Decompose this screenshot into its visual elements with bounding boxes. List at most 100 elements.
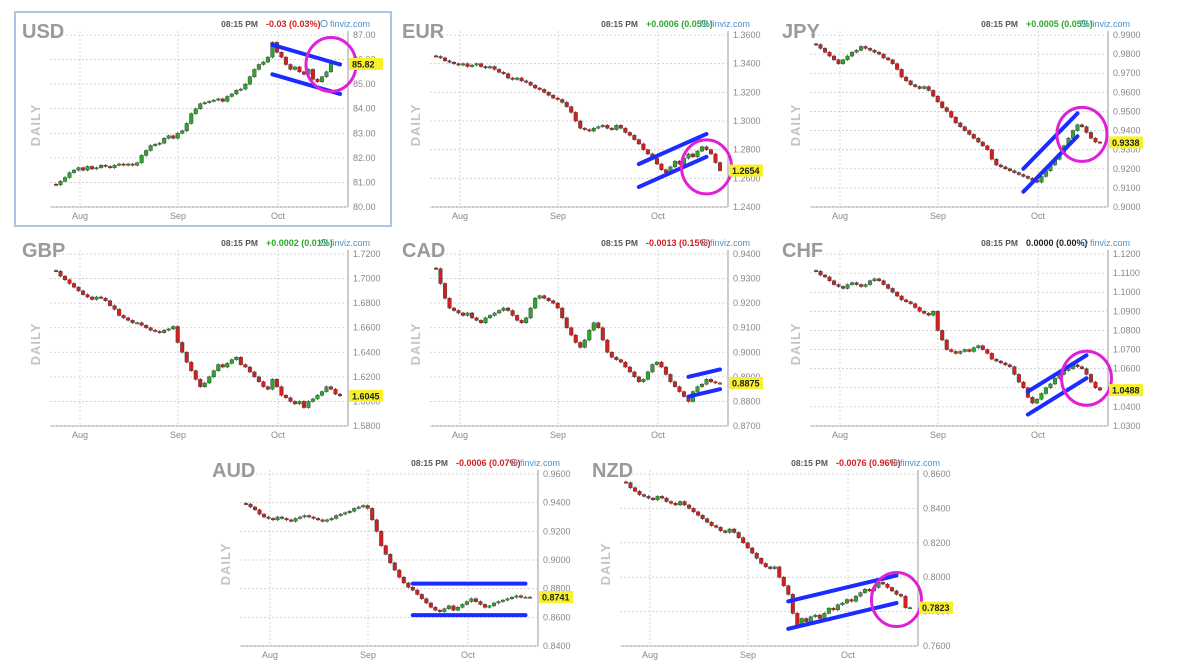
chart-panel-nzd[interactable]: 0.86000.84000.82000.80000.78000.7600AugS… <box>586 452 960 664</box>
candle <box>818 271 823 276</box>
last-price-label: 0.8741 <box>542 593 570 603</box>
source-link[interactable]: finviz.com <box>520 458 560 468</box>
source-link[interactable]: finviz.com <box>330 19 370 29</box>
channel-upper-line <box>1025 353 1089 394</box>
candle <box>112 305 117 310</box>
y-tick-label: 0.8400 <box>923 503 951 513</box>
y-tick-label: 0.9300 <box>733 274 761 284</box>
candle <box>479 63 484 67</box>
candle <box>262 513 267 518</box>
chart-panel-gbp[interactable]: 1.7200 1.7000 1.6800 1.6600 1.6400 1.6200 1.60… <box>16 232 390 444</box>
candle <box>913 84 918 87</box>
candle <box>994 159 999 166</box>
candle <box>971 134 976 139</box>
candle <box>528 82 533 86</box>
candle <box>144 325 149 328</box>
candle <box>998 360 1003 364</box>
candle <box>488 66 493 69</box>
candle <box>1088 374 1093 383</box>
candle <box>324 386 329 392</box>
candle <box>931 90 936 97</box>
chart-panel-chf[interactable]: 1.1200 1.1100 1.1000 1.0900 1.0800 1.0700 1.06… <box>776 232 1150 444</box>
candle <box>913 303 918 308</box>
x-tick-label: Sep <box>740 650 756 660</box>
x-tick-label: Oct <box>651 211 666 221</box>
candle <box>985 349 990 354</box>
candle <box>1007 168 1012 171</box>
candle <box>863 284 868 287</box>
candle <box>985 145 990 150</box>
chart-panel-eur[interactable]: 1.3600 1.3400 1.3200 1.3000 1.2800 1.2600 1.24… <box>396 13 770 225</box>
y-tick-label: 1.5800 <box>353 421 381 431</box>
source-logo-icon <box>700 19 708 28</box>
candle <box>470 312 475 319</box>
y-tick-label: 1.2600 <box>733 173 761 183</box>
candle <box>533 84 538 89</box>
candle <box>889 587 894 592</box>
candle <box>903 595 908 608</box>
candle <box>917 307 922 312</box>
candle <box>72 169 77 173</box>
candle <box>148 327 153 331</box>
x-tick-label: Aug <box>72 430 88 440</box>
candle <box>814 43 819 46</box>
candle <box>474 317 479 321</box>
candle <box>225 363 230 368</box>
candle <box>677 386 682 392</box>
candle <box>324 71 329 77</box>
chart-svg: 1.3600 1.3400 1.3200 1.3000 1.2800 1.2600 1.24… <box>402 19 763 221</box>
candle <box>754 552 759 559</box>
candle <box>1098 387 1103 391</box>
candle <box>328 386 333 390</box>
chart-panel-usd[interactable]: 87.0086.0085.0084.0083.0082.0081.0080.00… <box>14 11 392 227</box>
candle <box>99 165 104 168</box>
chart-panel-aud[interactable]: 0.9600 0.9400 0.9200 0.9000 0.8800 0.8600 0.84… <box>206 452 580 664</box>
candle <box>885 583 890 588</box>
chart-title: JPY <box>782 21 820 43</box>
y-tick-label: 0.9000 <box>543 555 571 565</box>
candle <box>67 279 72 284</box>
candle <box>63 177 68 182</box>
candle <box>881 280 886 285</box>
candle <box>823 48 828 53</box>
source-link[interactable]: finviz.com <box>330 238 370 248</box>
y-tick-label: 0.9100 <box>1113 183 1141 193</box>
candle <box>609 352 614 358</box>
candle <box>496 601 501 604</box>
source-link[interactable]: finviz.com <box>710 19 750 29</box>
source-link[interactable]: finviz.com <box>710 238 750 248</box>
candle <box>1093 381 1098 388</box>
source-link[interactable]: finviz.com <box>1090 238 1130 248</box>
candle <box>564 317 569 328</box>
candle <box>745 542 750 549</box>
source-link[interactable]: finviz.com <box>1090 19 1130 29</box>
highlight-circle <box>869 571 923 629</box>
last-price-label: 85.82 <box>352 59 375 69</box>
chart-svg: 0.9900 0.9800 0.9700 0.9600 0.9500 0.9400 0.93… <box>782 19 1143 221</box>
candle <box>297 401 302 405</box>
candle <box>497 69 502 73</box>
source-logo-icon <box>320 19 328 28</box>
candle <box>609 127 614 130</box>
candle <box>442 608 447 612</box>
timeframe-label: DAILY <box>408 323 423 366</box>
candle <box>198 103 203 109</box>
y-tick-label: 0.9200 <box>543 526 571 536</box>
source-link[interactable]: finviz.com <box>900 458 940 468</box>
candle <box>265 56 270 63</box>
chart-title: EUR <box>402 21 445 43</box>
candle <box>437 609 442 612</box>
candle <box>681 391 686 397</box>
chart-panel-jpy[interactable]: 0.9900 0.9800 0.9700 0.9600 0.9500 0.9400 0.93… <box>776 13 1150 225</box>
candle <box>672 381 677 387</box>
last-price-tag <box>919 601 953 614</box>
chart-panel-cad[interactable]: 0.9400 0.9300 0.9200 0.9100 0.9000 0.8900 0.88… <box>396 232 770 444</box>
candle <box>632 135 637 140</box>
candle <box>818 44 823 49</box>
candle <box>836 284 841 287</box>
candle <box>144 150 149 156</box>
y-tick-label: 83.00 <box>353 128 376 138</box>
candle <box>600 327 605 341</box>
last-price-tag <box>729 377 763 389</box>
candle <box>881 53 886 59</box>
